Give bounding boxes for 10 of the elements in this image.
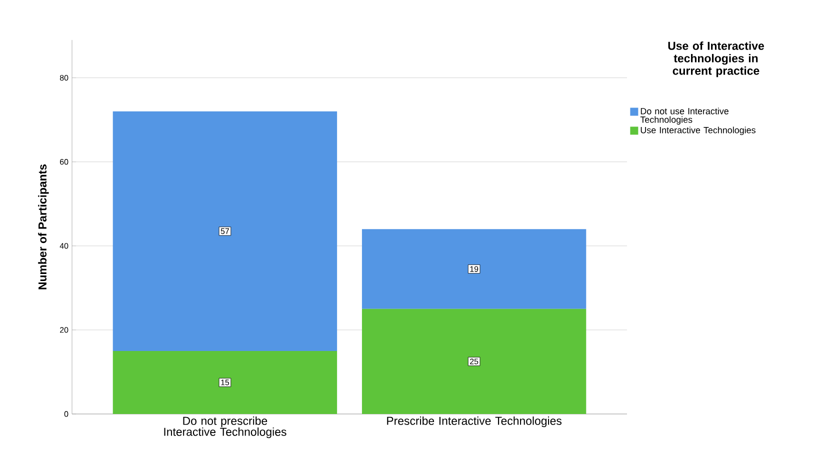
bar [112, 111, 338, 351]
legend-label: Use Interactive Technologies [640, 126, 756, 136]
bar [362, 308, 586, 414]
x-tick-label: Do not prescribe Interactive Technologies [164, 416, 286, 438]
x-tick-label: Prescribe Interactive Technologies [387, 416, 562, 428]
bar [112, 350, 338, 414]
y-axis-title: Number of Participants [38, 164, 49, 290]
legend-label: Do not use Interactive Technologies [640, 108, 728, 125]
legend-title: Use of Interactive technologies in current practice [668, 42, 764, 78]
bar [362, 229, 586, 309]
